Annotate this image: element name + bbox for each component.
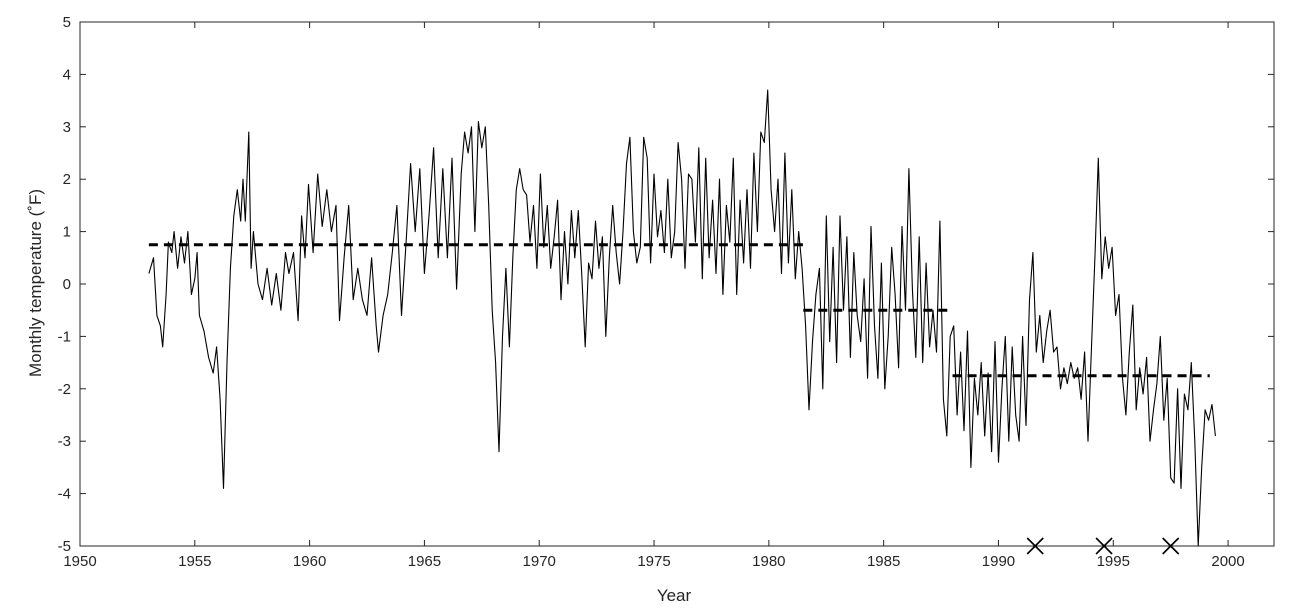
x-axis-label: Year xyxy=(657,586,692,605)
x-tick-label: 1965 xyxy=(408,553,441,570)
x-tick-label: 1970 xyxy=(523,553,556,570)
x-tick-label: 1995 xyxy=(1097,553,1130,570)
x-tick-label: 2000 xyxy=(1211,553,1244,570)
axes-box xyxy=(79,21,1275,547)
x-axis: 1950 1955 1960 1965 1970 1975 1980 1985 1990 1995… xyxy=(63,22,1245,570)
x-tick-label: 1950 xyxy=(63,553,96,570)
y-tick-label: -5 xyxy=(58,538,71,555)
y-tick-label: 0 xyxy=(63,276,71,293)
temperature-series-line xyxy=(148,89,1216,547)
x-marker xyxy=(1095,537,1113,555)
y-tick-label: 2 xyxy=(63,171,71,188)
y-axis: -5 -4 -3 -2 -1 0 1 2 3 4 5 xyxy=(58,14,1274,555)
x-tick-label: 1990 xyxy=(982,553,1015,570)
x-tick-label: 1960 xyxy=(293,553,326,570)
y-tick-label: -1 xyxy=(58,328,71,345)
y-tick-label: -2 xyxy=(58,381,71,398)
plot-area xyxy=(79,21,1275,555)
x-marker xyxy=(1162,537,1180,555)
x-tick-label: 1980 xyxy=(752,553,785,570)
y-tick-label: -3 xyxy=(58,433,71,450)
y-tick-label: 4 xyxy=(63,66,71,83)
x-tick-label: 1985 xyxy=(867,553,900,570)
y-tick-label: 5 xyxy=(63,14,71,31)
y-tick-label: 1 xyxy=(63,224,71,241)
y-axis-label: Monthly temperature (˚F) xyxy=(26,189,45,377)
x-tick-label: 1955 xyxy=(178,553,211,570)
y-tick-label: 3 xyxy=(63,119,71,136)
x-marker xyxy=(1026,537,1044,555)
y-tick-label: -4 xyxy=(58,486,71,503)
x-tick-label: 1975 xyxy=(637,553,670,570)
